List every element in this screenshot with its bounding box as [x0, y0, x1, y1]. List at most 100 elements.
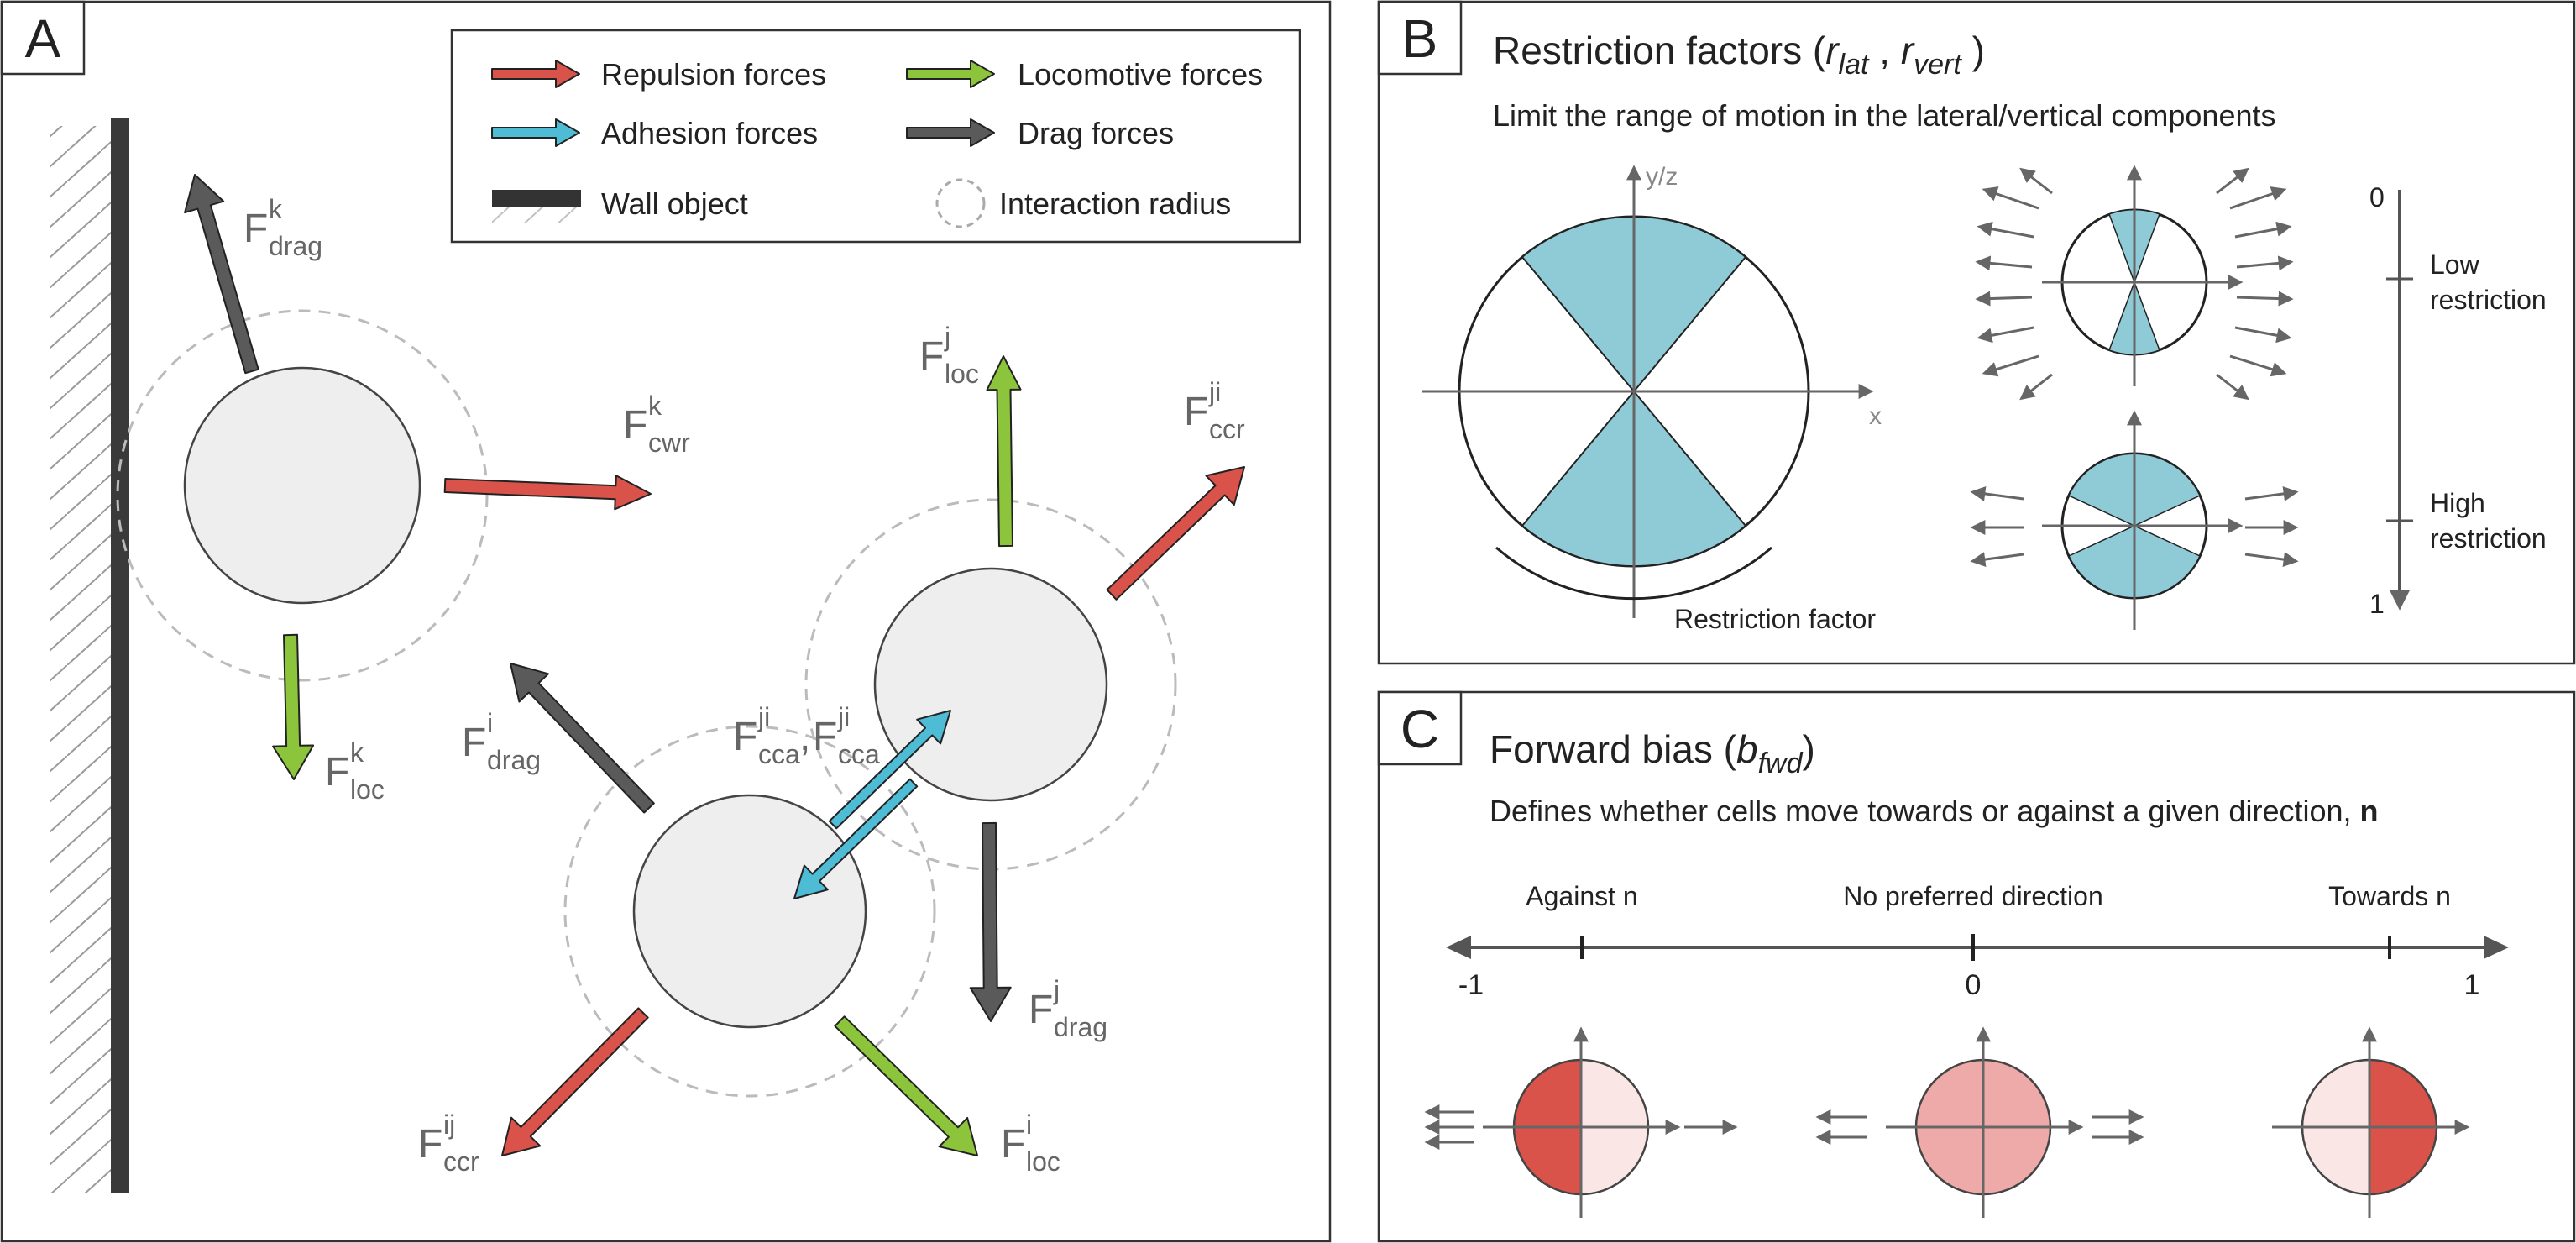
force-label-loc-k: F k loc [325, 737, 385, 805]
ray-low-12 [2234, 326, 2292, 344]
arrow-drag-i [510, 663, 655, 814]
legend-swatch-locomotive [906, 60, 995, 88]
panel-b-title: Restriction factors (rlat , rvert ) [1493, 29, 1985, 81]
panel-c-title: Forward bias (bfwd) [1490, 727, 1815, 779]
axis-label-yz: y/z [1646, 163, 1678, 191]
svg-text:ccr: ccr [1209, 414, 1245, 444]
legend-locomotive: Locomotive forces [1018, 57, 1263, 92]
svg-text:F: F [919, 334, 944, 379]
scale-one: 1 [2369, 589, 2385, 619]
ray-low-15 [2216, 373, 2249, 401]
bias-side-arrows [1424, 1104, 2144, 1150]
high-restriction-label: High [2430, 488, 2485, 518]
legend-arrows [491, 60, 995, 147]
panel-c-letter: C [1401, 699, 1439, 759]
ray-low-7 [2019, 373, 2053, 401]
panel-a: A F k drag F k cwr F k loc [0, 0, 1332, 1243]
svg-text:i: i [1026, 1109, 1032, 1140]
restriction-circle-low [2042, 165, 2244, 386]
svg-text:ccr: ccr [443, 1146, 479, 1177]
svg-text:F: F [733, 715, 757, 759]
label-no-preference: No preferred direction [1843, 881, 2102, 911]
svg-text:drag: drag [487, 745, 541, 775]
ray-low-9 [2234, 221, 2292, 239]
legend-swatch-drag [906, 118, 995, 147]
legend-swatch-repulsion [491, 60, 580, 88]
svg-text:j: j [1053, 975, 1060, 1005]
arrow-loc-j [986, 355, 1022, 548]
ray-high-5 [2244, 552, 2299, 568]
ray-low-0 [1982, 186, 2039, 210]
ray-low-2 [1975, 255, 2033, 271]
ray-low-14 [2216, 167, 2249, 195]
legend-wall-swatch [492, 190, 581, 223]
label-against: Against n [1526, 881, 1637, 911]
ray-low-11 [2236, 291, 2294, 307]
panel-b-subtitle: Limit the range of motion in the lateral… [1493, 98, 2275, 133]
panel-c-subtitle: Defines whether cells move towards or ag… [1490, 794, 2379, 828]
svg-text:ji: ji [1208, 377, 1221, 407]
legend-wall: Wall object [601, 186, 748, 221]
svg-text:F: F [1184, 390, 1208, 434]
svg-text:F: F [1001, 1122, 1025, 1167]
scale-zero: 0 [2369, 182, 2385, 212]
svg-text:loc: loc [350, 774, 385, 805]
force-label-ccr-ij: F ij ccr [418, 1109, 479, 1177]
ray-low-3 [1975, 291, 2033, 307]
axis-label-x: x [1869, 402, 1882, 430]
svg-text:F: F [813, 715, 837, 759]
ray-high-3 [2244, 485, 2299, 501]
svg-text:F: F [418, 1122, 442, 1167]
low-restriction-label: Low [2430, 249, 2480, 280]
restriction-circle-large [1422, 165, 1874, 618]
panel-b: B Restriction factors (rlat , rvert ) Li… [1377, 0, 2576, 665]
bias-circle-neutral [1886, 1026, 2084, 1218]
legend-drag: Drag forces [1018, 116, 1174, 150]
ray-low-4 [1977, 326, 2034, 344]
arrow-cwr-k [443, 475, 652, 511]
legend-adhesion: Adhesion forces [601, 116, 818, 150]
svg-text:k: k [350, 737, 364, 768]
cell-k [183, 366, 421, 605]
svg-text:F: F [1029, 988, 1053, 1032]
ray-low-6 [2019, 167, 2053, 195]
ray-high-2 [1970, 552, 2024, 568]
svg-text:j: j [944, 322, 950, 352]
force-label-drag-k: F k drag [243, 194, 322, 261]
panel-b-letter: B [1402, 8, 1438, 69]
svg-text:,: , [799, 715, 810, 759]
arrow-cca-to-i [793, 778, 919, 899]
cell-i [632, 794, 867, 1029]
force-label-drag-i: F i drag [462, 708, 541, 775]
panel-c: C Forward bias (bfwd) Defines whether ce… [1377, 690, 2576, 1243]
force-label-ccr-ji: F ji ccr [1184, 377, 1245, 444]
arrow-cca-to-j [828, 710, 951, 830]
label-towards: Towards n [2328, 881, 2451, 911]
cell-j [873, 567, 1108, 802]
svg-text:ij: ij [443, 1109, 455, 1140]
bias-axis [1446, 934, 2509, 961]
arrow-drag-j [969, 821, 1012, 1022]
arrow-loc-i [834, 1015, 978, 1156]
bias-circle-towards [2272, 1026, 2470, 1218]
ray-low-1 [1977, 221, 2034, 239]
restriction-circle-high [2042, 410, 2244, 630]
restriction-scale [2386, 190, 2413, 611]
svg-text:ji: ji [837, 702, 850, 732]
arrow-ccr-ij [501, 1007, 649, 1156]
svg-text:drag: drag [1054, 1012, 1107, 1042]
legend-radius-swatch [935, 178, 986, 228]
force-label-cwr-k: F k cwr [623, 391, 690, 458]
tick-label-neg: -1 [1458, 969, 1484, 1001]
restriction-factor-label: Restriction factor [1674, 604, 1876, 634]
force-label-drag-j: F j drag [1029, 975, 1107, 1042]
arrow-loc-k [272, 633, 315, 780]
svg-text:F: F [462, 721, 486, 765]
high-restriction-label-2: restriction [2430, 523, 2547, 553]
panel-a-letter-box [0, 0, 86, 76]
svg-text:k: k [648, 391, 662, 421]
svg-text:loc: loc [1026, 1146, 1060, 1177]
interaction-radius-k [116, 309, 489, 682]
interaction-radius-i [563, 725, 936, 1098]
svg-text:F: F [243, 207, 268, 251]
